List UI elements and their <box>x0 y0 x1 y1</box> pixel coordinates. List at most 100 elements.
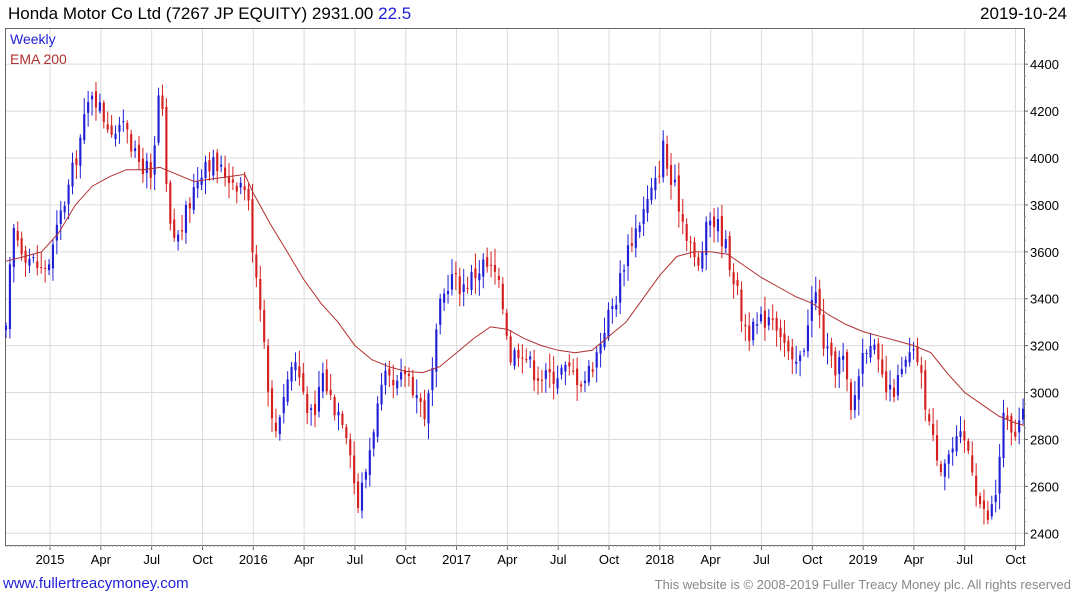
candle-body <box>521 357 524 359</box>
candle-body <box>286 379 289 402</box>
candle-body <box>818 288 821 315</box>
x-tick-label: 2018 <box>645 552 674 567</box>
candle-body <box>959 431 962 437</box>
candle-body <box>935 435 939 461</box>
candle-body <box>501 283 504 310</box>
candle-body <box>810 300 813 321</box>
candle-body <box>857 376 860 400</box>
y-tick-label: 3800 <box>1030 198 1059 213</box>
candle-body <box>294 362 297 371</box>
candle-body <box>595 352 598 368</box>
candle-body <box>842 355 845 360</box>
candle-body <box>525 358 528 360</box>
candle-body <box>356 481 360 508</box>
candle-body <box>806 325 810 352</box>
candle-body <box>568 362 571 367</box>
x-tick-label: 2017 <box>442 552 471 567</box>
candle-body <box>28 258 31 266</box>
candle-body <box>720 215 723 247</box>
candle-body <box>728 236 731 271</box>
candle-body <box>1022 408 1025 420</box>
candle-body <box>677 175 680 212</box>
website-link[interactable]: www.fullertreacymoney.com <box>3 575 189 592</box>
y-tick-label: 2800 <box>1030 432 1059 447</box>
x-tick-label: Jul <box>550 552 567 567</box>
candle-body <box>630 243 633 246</box>
candle-body <box>403 370 407 375</box>
candle-body <box>885 371 888 393</box>
candle-body <box>396 380 399 389</box>
x-tick-label: Apr <box>904 552 925 567</box>
candle-body <box>40 267 43 269</box>
candle-body <box>153 145 156 175</box>
candle-body <box>419 397 422 402</box>
candle-body <box>302 373 305 392</box>
candle-body <box>79 137 82 166</box>
candle-body <box>705 221 708 256</box>
candle-body <box>916 346 919 363</box>
candle-body <box>669 165 673 185</box>
candle-body <box>611 306 614 310</box>
candle-body <box>180 230 184 232</box>
candle-body <box>1002 412 1005 459</box>
candle-body <box>372 432 375 449</box>
candle-body <box>623 269 626 272</box>
candle-body <box>947 454 950 464</box>
candle-body <box>971 455 974 473</box>
candle-body <box>943 463 946 477</box>
candle-body <box>239 182 242 188</box>
candle-body <box>572 370 575 372</box>
y-tick-label: 3600 <box>1030 245 1059 260</box>
candle-body <box>392 379 395 386</box>
candle-body <box>697 257 700 266</box>
candle-body <box>59 210 62 224</box>
copyright-notice: This website is © 2008-2019 Fuller Treac… <box>654 577 1071 592</box>
candle-body <box>865 353 868 355</box>
candle-body <box>298 366 301 378</box>
candle-body <box>345 427 348 439</box>
candle-body <box>998 456 1001 494</box>
candle-body <box>310 408 313 410</box>
candle-body <box>681 213 684 222</box>
candle-body <box>443 293 446 303</box>
candle-body <box>51 244 55 269</box>
candle-body <box>450 274 454 290</box>
candle-body <box>576 368 579 386</box>
candle-body <box>693 242 696 258</box>
candle-body <box>994 494 997 503</box>
candle-body <box>446 290 450 295</box>
candle-body <box>118 124 121 132</box>
candle-body <box>282 397 285 414</box>
candle-body <box>486 257 489 267</box>
y-tick-label: 3200 <box>1030 339 1059 354</box>
candle-body <box>767 317 770 326</box>
candle-body <box>126 122 129 130</box>
candle-body <box>1010 415 1013 433</box>
candle-body <box>407 373 410 376</box>
candle-body <box>732 272 735 285</box>
x-tick-label: Oct <box>396 552 417 567</box>
candle-body <box>63 205 66 213</box>
candle-body <box>255 254 258 278</box>
candle-body <box>490 264 493 266</box>
candle-body <box>454 273 457 275</box>
candle-body <box>775 317 778 331</box>
candle-body <box>599 343 602 354</box>
candle-body <box>795 361 798 364</box>
candle-body <box>564 364 567 372</box>
candle-body <box>505 312 508 336</box>
candle-body <box>212 157 215 176</box>
candle-body <box>110 125 113 135</box>
y-tick-label: 2400 <box>1030 526 1059 541</box>
candle-body <box>380 384 383 405</box>
candle-body <box>83 114 86 141</box>
candle-body <box>196 181 199 189</box>
candle-body <box>724 239 727 249</box>
candle-body <box>259 279 262 310</box>
candle-body <box>325 369 328 392</box>
candle-body <box>579 384 583 387</box>
y-tick-label: 4000 <box>1030 151 1059 166</box>
candle-body <box>278 417 281 435</box>
candle-body <box>306 393 309 414</box>
candle-body <box>853 395 856 411</box>
